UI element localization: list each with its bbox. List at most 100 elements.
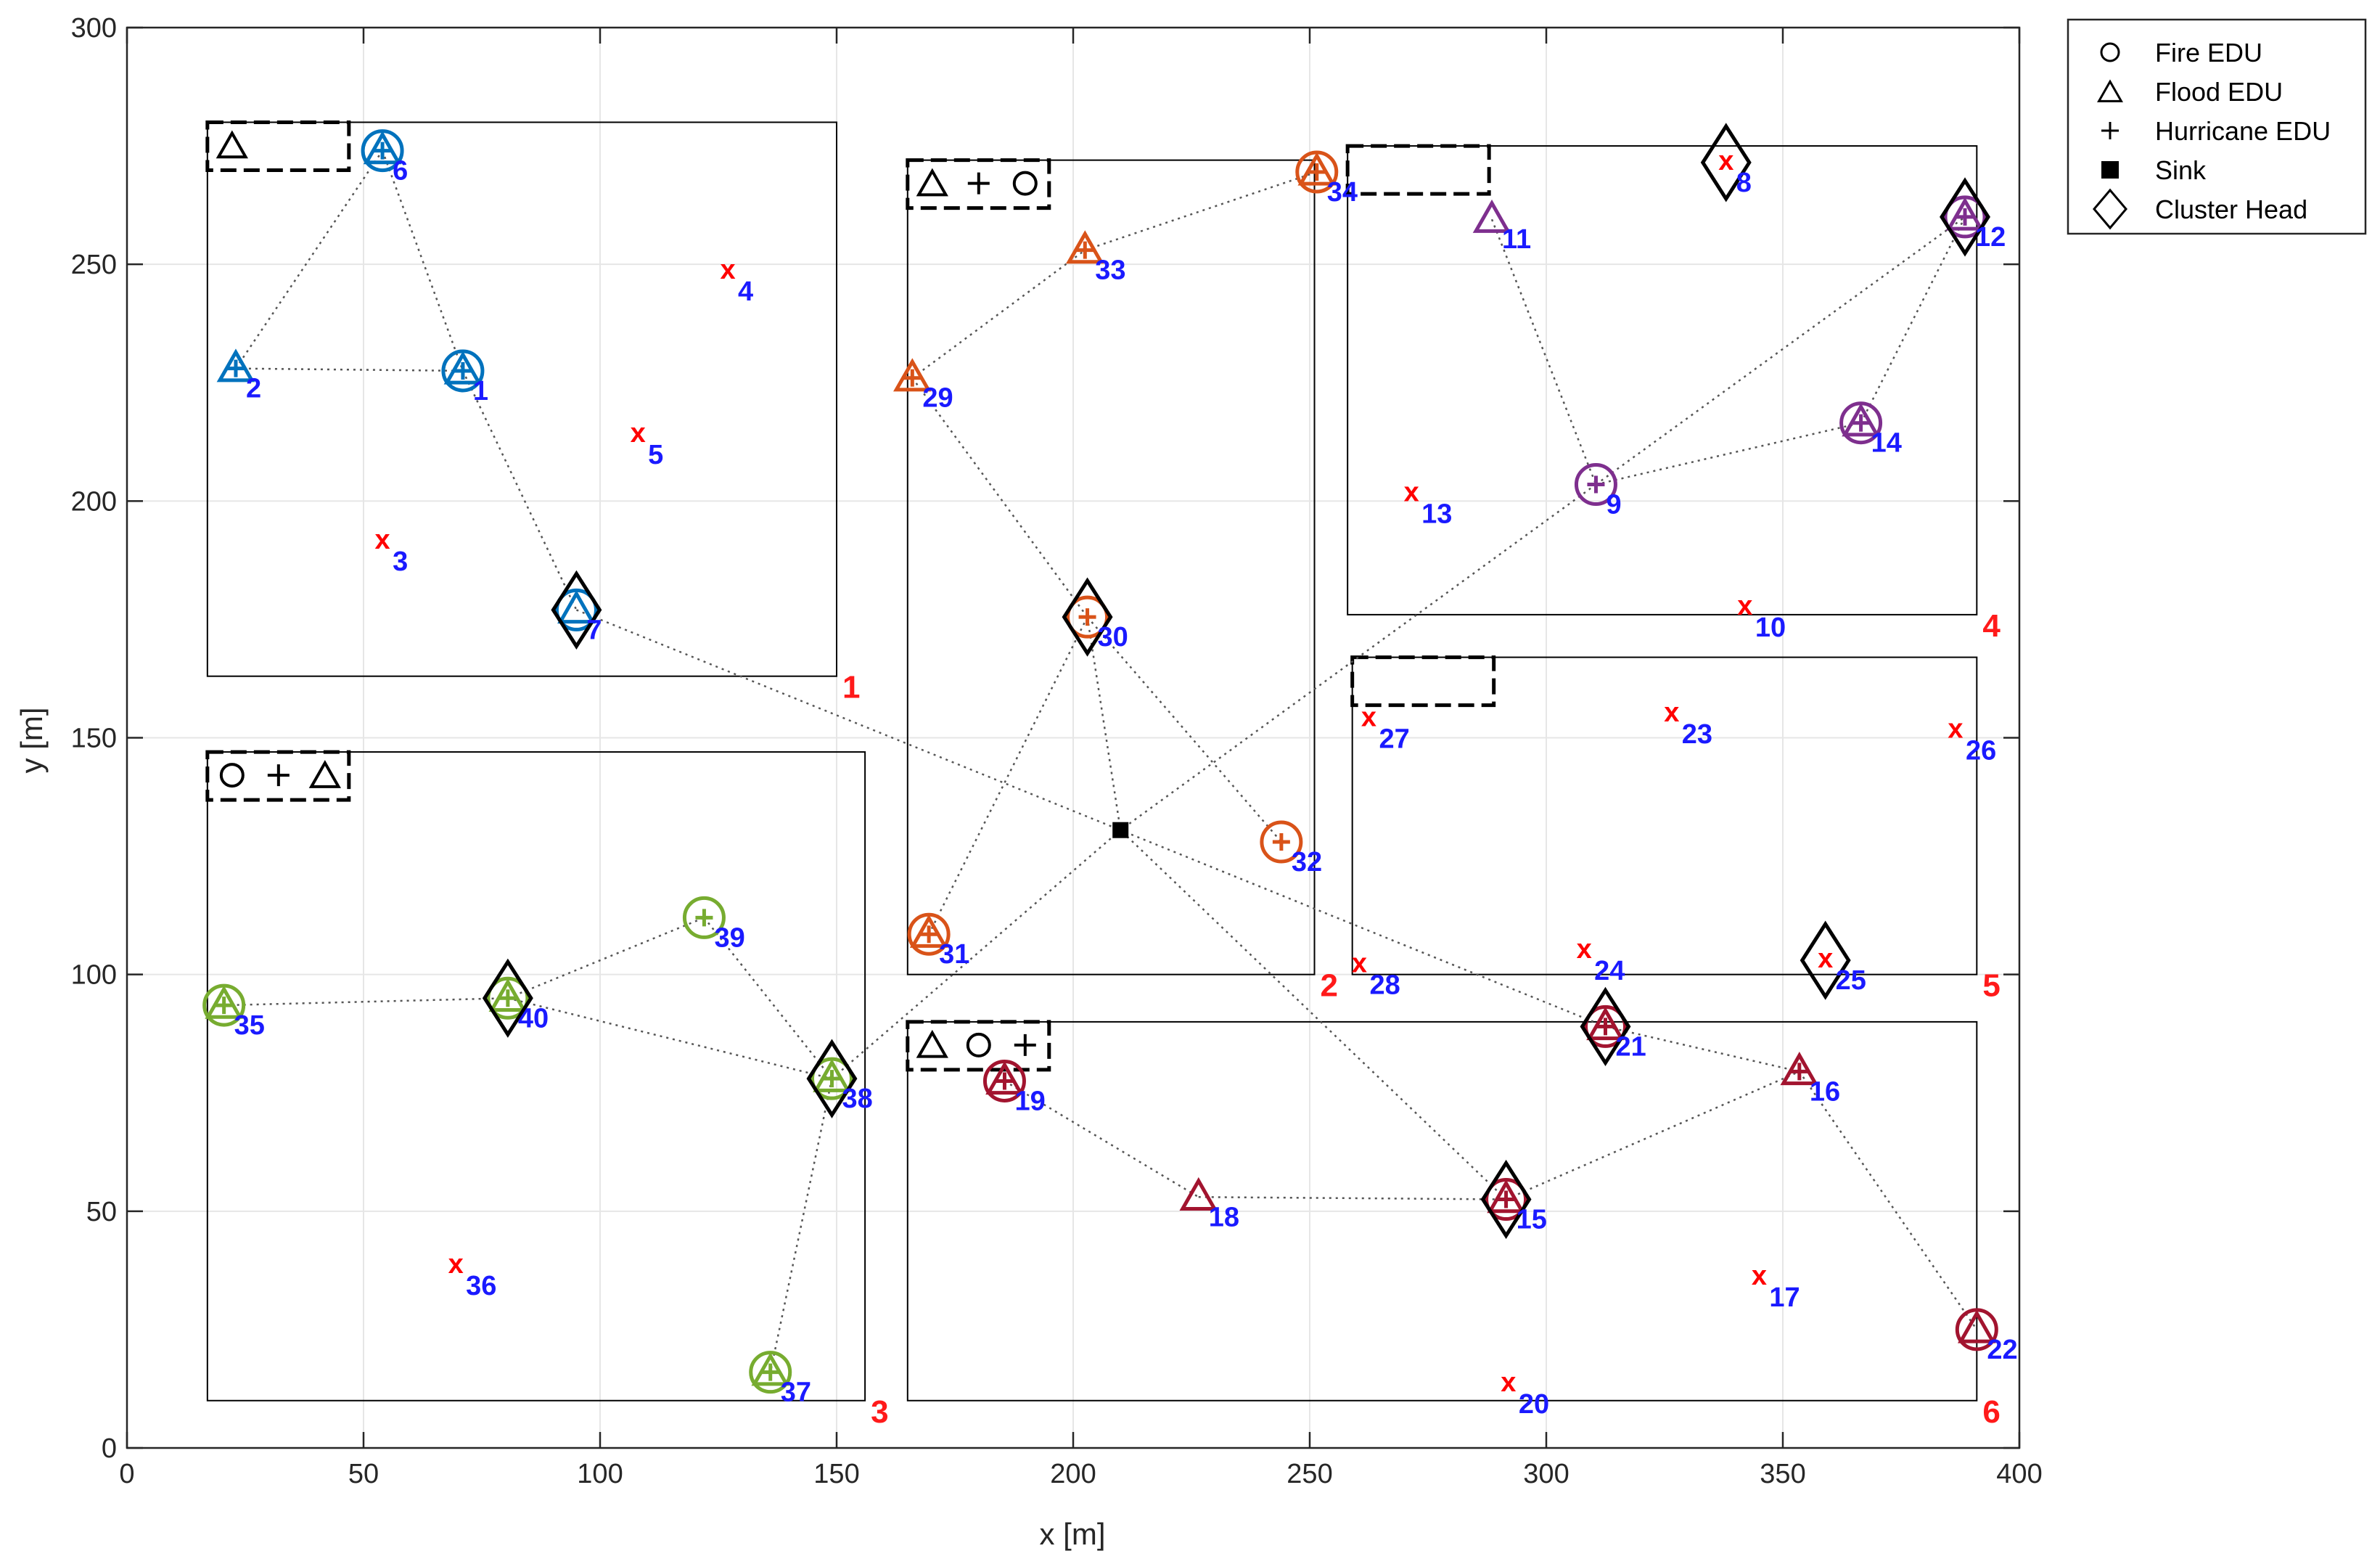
node-label: 19 bbox=[1014, 1086, 1045, 1116]
y-tick-label: 150 bbox=[71, 724, 117, 754]
y-tick-label: 300 bbox=[71, 13, 117, 44]
link-11-9 bbox=[1490, 218, 1597, 485]
node-1: 1 bbox=[441, 349, 488, 406]
hurricane-marker bbox=[1852, 414, 1870, 432]
x-tick-label: 350 bbox=[1760, 1459, 1805, 1489]
grid bbox=[126, 27, 2020, 1449]
node-label: 23 bbox=[1682, 719, 1712, 750]
node-35: 35 bbox=[202, 983, 265, 1041]
unused-node-marker: x bbox=[1948, 714, 1963, 745]
requirement-fire-icon bbox=[966, 1032, 991, 1057]
link-39-38 bbox=[703, 917, 833, 1079]
flood-marker bbox=[1472, 199, 1511, 233]
node-36: x36 bbox=[448, 1249, 497, 1301]
area-box-2 bbox=[906, 159, 1316, 975]
flood-marker bbox=[363, 131, 402, 165]
node-34: 34 bbox=[1295, 150, 1358, 208]
cluster-head-marker bbox=[482, 958, 533, 1038]
flood-marker bbox=[1780, 1052, 1819, 1086]
requirement-fire-icon bbox=[219, 763, 245, 788]
node-label: 25 bbox=[1836, 965, 1866, 996]
cluster-head-marker bbox=[1480, 1159, 1532, 1240]
legend-entry: Flood EDU bbox=[2097, 77, 2283, 107]
hurricane-marker bbox=[996, 1072, 1014, 1090]
unused-node-marker: x bbox=[1404, 478, 1419, 508]
node-16: 16 bbox=[1780, 1052, 1840, 1107]
node-label: 36 bbox=[466, 1271, 496, 1301]
node-label: 31 bbox=[939, 939, 969, 970]
area-requirement-box-6 bbox=[906, 1020, 1051, 1072]
node-label: 11 bbox=[1502, 224, 1531, 255]
node-label: 10 bbox=[1755, 613, 1786, 643]
unused-node-marker: x bbox=[1818, 944, 1833, 974]
link-33-34 bbox=[1084, 171, 1318, 251]
node-label: 26 bbox=[1966, 736, 1996, 766]
link-21-sink bbox=[1120, 829, 1606, 1028]
link-2-6 bbox=[234, 150, 384, 369]
unused-node-marker: x bbox=[448, 1249, 464, 1280]
node-label: 1 bbox=[473, 376, 488, 406]
area-label: 6 bbox=[1982, 1394, 2000, 1430]
sink-marker bbox=[1112, 822, 1129, 838]
requirement-hurricane-icon bbox=[967, 172, 990, 195]
node-label: 21 bbox=[1616, 1031, 1646, 1062]
node-9: 9 bbox=[1574, 463, 1622, 520]
node-label: 24 bbox=[1594, 956, 1625, 986]
legend-label: Fire EDU bbox=[2155, 38, 2262, 67]
node-7: 7 bbox=[551, 570, 602, 650]
node-32: 32 bbox=[1260, 820, 1322, 877]
hurricane-marker bbox=[1956, 208, 1974, 226]
link-38-37 bbox=[769, 1078, 833, 1372]
hurricane-marker bbox=[1497, 1190, 1515, 1208]
x-tick-label: 0 bbox=[119, 1459, 134, 1489]
node-29: 29 bbox=[893, 358, 953, 414]
requirement-flood-icon bbox=[916, 1029, 948, 1058]
node-11: 11 bbox=[1472, 199, 1531, 255]
fire-marker bbox=[1066, 595, 1109, 639]
hurricane-marker bbox=[1272, 833, 1290, 851]
hurricane-marker bbox=[374, 142, 392, 160]
node-label: 20 bbox=[1519, 1389, 1549, 1420]
node-label: 28 bbox=[1369, 970, 1400, 1001]
node-37: 37 bbox=[749, 1351, 811, 1408]
unused-node-marker: x bbox=[1501, 1367, 1516, 1398]
link-15-16 bbox=[1506, 1071, 1800, 1200]
y-tick-label: 200 bbox=[71, 486, 117, 517]
area-box-1 bbox=[206, 121, 837, 677]
node-20: x20 bbox=[1501, 1367, 1549, 1420]
y-tick-label: 50 bbox=[86, 1197, 117, 1227]
unused-node-marker: x bbox=[1737, 591, 1752, 621]
area-label: 5 bbox=[1982, 968, 2000, 1004]
unused-node-marker: x bbox=[1752, 1261, 1767, 1291]
node-label: 14 bbox=[1871, 428, 1902, 459]
unused-node-marker: x bbox=[375, 525, 390, 555]
flood-marker bbox=[488, 978, 528, 1012]
cluster-head-marker bbox=[1062, 577, 1113, 657]
flood-marker bbox=[985, 1061, 1024, 1095]
node-label: 39 bbox=[714, 922, 744, 953]
node-label: 6 bbox=[393, 156, 408, 187]
hurricane-marker bbox=[226, 359, 245, 377]
flood-marker bbox=[205, 985, 243, 1019]
fire-marker bbox=[1574, 463, 1617, 507]
hurricane-marker bbox=[761, 1363, 779, 1381]
link-9-sink bbox=[1120, 483, 1597, 831]
area-label: 1 bbox=[842, 670, 860, 705]
node-38: 38 bbox=[806, 1039, 873, 1118]
node-label: 3 bbox=[393, 547, 408, 577]
cluster-head-marker bbox=[1700, 123, 1752, 202]
y-axis-label: y [m] bbox=[15, 708, 49, 774]
node-label: 32 bbox=[1292, 847, 1322, 877]
hurricane-marker bbox=[920, 925, 938, 944]
link-18-15 bbox=[1198, 1196, 1506, 1200]
link-16-21 bbox=[1605, 1026, 1800, 1073]
node-label: 17 bbox=[1769, 1282, 1800, 1313]
x-tick-label: 200 bbox=[1050, 1459, 1096, 1489]
node-31: 31 bbox=[907, 912, 969, 970]
hurricane-marker bbox=[823, 1070, 841, 1088]
node-label: 18 bbox=[1209, 1202, 1239, 1232]
hurricane-marker bbox=[1078, 608, 1096, 626]
